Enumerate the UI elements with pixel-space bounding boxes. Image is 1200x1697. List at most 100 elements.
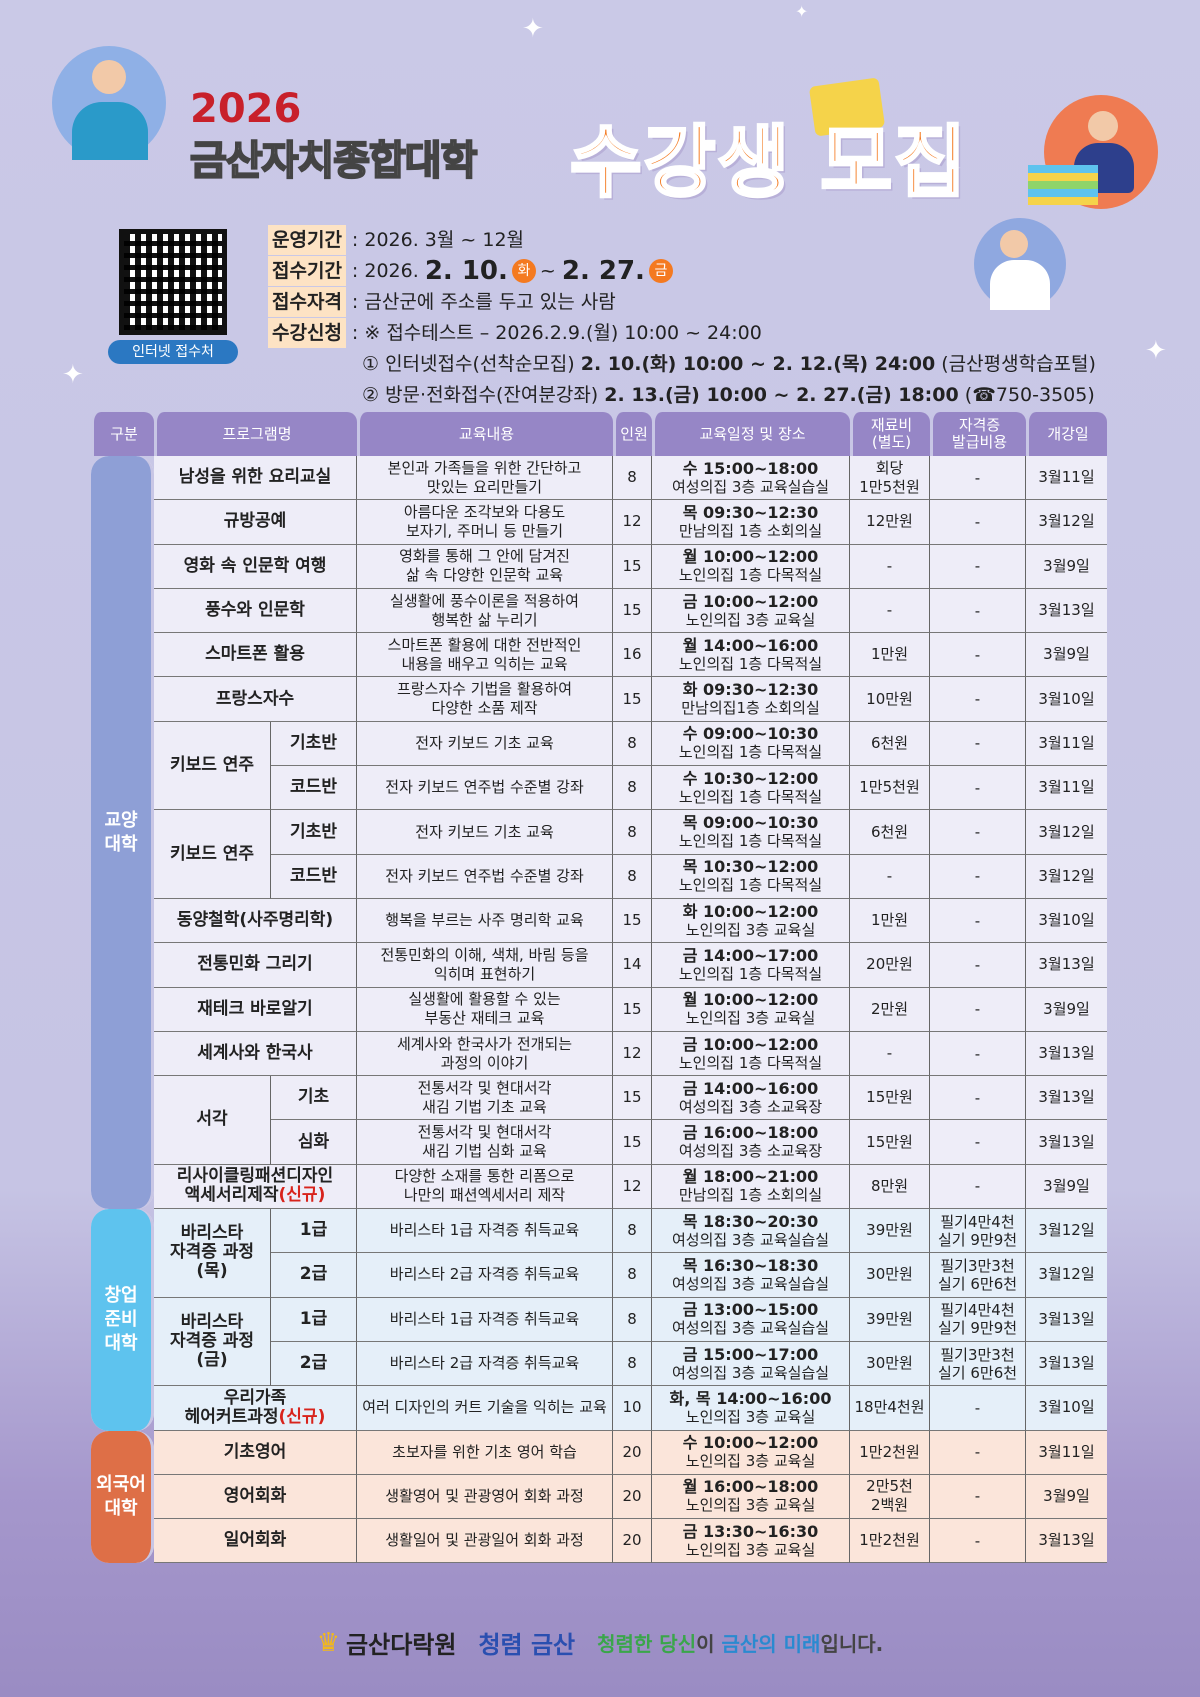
program-name: 프랑스자수 [154,677,358,722]
capacity: 15 [613,677,653,722]
course-content: 프랑스자수 기법을 활용하여 다양한 소품 제작 [357,677,614,722]
schedule-place: 노인의집 3층 교육실 [685,1009,816,1028]
capacity: 10 [613,1386,653,1431]
schedule: 금 13:30~16:30 노인의집 3층 교육실 [652,1519,851,1564]
column-header: 교육내용 [357,412,614,456]
program-name: 일어회화 [154,1519,358,1564]
cert-fee: - [930,810,1027,855]
course-content: 세계사와 한국사가 전개되는 과정의 이야기 [357,1031,614,1077]
qr-code[interactable] [119,229,227,335]
material-fee: 2만5천 2백원 [850,1474,931,1520]
schedule-place: 여성의집 3층 소교육장 [678,1097,823,1116]
cert-fee: - [930,456,1027,501]
schedule-time: 월 18:00~21:00 [682,1167,819,1187]
capacity: 8 [613,810,653,855]
cert-fee: 필기3만3천 실기 6만6천 [930,1253,1027,1298]
material-fee: 8만원 [850,1164,931,1210]
reg1-suffix: (금산평생학습포털) [941,352,1096,375]
schedule-place: 노인의집 1층 다목적실 [678,654,823,673]
course-content: 바리스타 2급 자격증 취득교육 [357,1253,614,1298]
table-row: 영화 속 인문학 여행 영화를 통해 그 안에 담겨진 삶 속 다양한 인문학 교… [91,544,1108,589]
cert-fee: - [930,1519,1027,1564]
column-header: 구분 [91,412,154,456]
schedule-place: 여성의집 3층 교육실습실 [671,1363,830,1382]
schedule: 월 18:00~21:00 만남의집 1층 소회의실 [652,1164,851,1210]
cert-fee: - [930,544,1027,589]
schedule: 금 14:00~17:00 노인의집 1층 다목적실 [652,943,851,988]
course-content: 생활영어 및 관광영어 회화 과정 [357,1474,614,1520]
cert-fee: - [930,898,1027,944]
material-fee: 18만4천원 [850,1386,931,1431]
table-row: 규방공예 아름다운 조각보와 다용도 보자기, 주머니 등 만들기 12 목 09:3… [91,500,1108,545]
table-row: 스마트폰 활용 스마트폰 활용에 대한 전반적인 내용을 배우고 익히는 교육 16… [91,633,1108,678]
reg1-dates: 2. 10.(화) 10:00 ~ 2. 12.(목) 24:00 [580,352,936,375]
capacity: 20 [613,1430,653,1475]
start-date: 3월13일 [1026,1120,1108,1165]
schedule: 목 09:30~12:30 만남의집 1층 소회의실 [652,500,851,545]
schedule-time: 목 10:30~12:00 [682,857,819,877]
student-illustration [52,46,166,160]
start-date: 3월10일 [1026,899,1108,944]
section-label: 교양 대학 [91,456,154,1210]
program-name: 바리스타 자격증 과정(금) [154,1297,271,1387]
program-name-text: 바리스타 자격증 과정(목) [169,1223,255,1282]
session-level: 1급 [271,1209,358,1254]
sparkle-icon: ✦ [522,14,544,44]
schedule: 금 14:00~16:00 여성의집 3층 소교육장 [652,1076,851,1121]
program-name: 서각 [154,1076,271,1165]
material-fee: 회당 1만5천원 [850,456,931,501]
column-header: 프로그램명 [154,412,358,456]
material-fee: 1만2천원 [850,1519,931,1564]
schedule: 금 10:00~12:00 노인의집 1층 다목적실 [652,1031,851,1077]
schedule-place: 노인의집 3층 교육실 [685,1452,816,1471]
schedule: 수 15:00~18:00 여성의집 3층 교육실습실 [652,456,851,501]
schedule: 화 09:30~12:30 만남의집1층 소회의실 [652,677,851,722]
period-value: : 2026. 3월 ~ 12월 [351,228,525,251]
material-fee: 6천원 [850,721,931,767]
course-content: 전자 키보드 기초 교육 [357,810,614,855]
apply-prefix: : 2026. [351,259,419,282]
program-name-text: 우리가족 헤어커트과정 [184,1387,287,1427]
course-content: 전통서각 및 현대서각 새김 기법 심화 교육 [357,1120,614,1165]
start-date: 3월9일 [1026,633,1108,678]
schedule: 수 10:30~12:00 노인의집 1층 다목적실 [652,766,851,811]
qualification-value: : 금산군에 주소를 두고 있는 사람 [351,290,616,313]
program-name-text: 스마트폰 활용 [205,644,305,665]
reg2-dates: 2. 13.(금) 10:00 ~ 2. 27.(금) 18:00 [604,383,959,406]
sparkle-icon: ✦ [62,360,84,390]
course-content: 전통서각 및 현대서각 새김 기법 기초 교육 [357,1076,614,1121]
schedule-time: 금 14:00~17:00 [682,945,819,965]
material-fee: 2만원 [850,987,931,1032]
cert-fee: - [930,1386,1027,1431]
section-label: 창업 준비 대학 [91,1209,154,1431]
schedule: 목 10:30~12:00 노인의집 1층 다목적실 [652,854,851,899]
capacity: 20 [613,1519,653,1564]
schedule-place: 노인의집 3층 교육실 [685,1540,816,1559]
schedule: 금 16:00~18:00 여성의집 3층 소교육장 [652,1120,851,1165]
schedule-place: 만남의집 1층 소회의실 [678,1186,823,1205]
program-name: 풍수와 인문학 [154,588,358,634]
table-row: 일어회화 생활일어 및 관광일어 회화 과정 20 금 13:30~16:30 노인의집… [91,1519,1108,1564]
schedule-time: 목 09:30~12:30 [682,502,819,522]
program-name: 세계사와 한국사 [154,1031,358,1077]
cert-fee: - [930,943,1027,988]
apply-start: 2. 10. [424,255,508,286]
session-level: 코드반 [271,854,358,899]
schedule: 금 10:00~12:00 노인의집 3층 교육실 [652,588,851,634]
session-level: 2급 [271,1253,358,1298]
table-row: 영어회화 생활영어 및 관광영어 회화 과정 20 월 16:00~18:00 노인의집… [91,1474,1108,1520]
schedule-place: 노인의집 1층 다목적실 [678,876,823,895]
session-level: 1급 [271,1297,358,1342]
new-badge: (신규) [278,1406,326,1427]
cert-fee: - [930,588,1027,634]
table-row: 창업 준비 대학 바리스타 자격증 과정(목) 1급 바리스타 1급 자격증 취득교육… [91,1209,1108,1431]
program-name: 스마트폰 활용 [154,633,358,678]
capacity: 12 [613,1031,653,1077]
material-fee: 6천원 [850,810,931,855]
schedule-time: 목 09:00~10:30 [682,813,819,833]
qr-label[interactable]: 인터넷 접수처 [108,340,238,364]
program-name: 바리스타 자격증 과정(목) [154,1209,271,1298]
start-date: 3월13일 [1026,1032,1108,1077]
course-content: 생활일어 및 관광일어 회화 과정 [357,1519,614,1564]
start-date: 3월11일 [1026,456,1108,501]
